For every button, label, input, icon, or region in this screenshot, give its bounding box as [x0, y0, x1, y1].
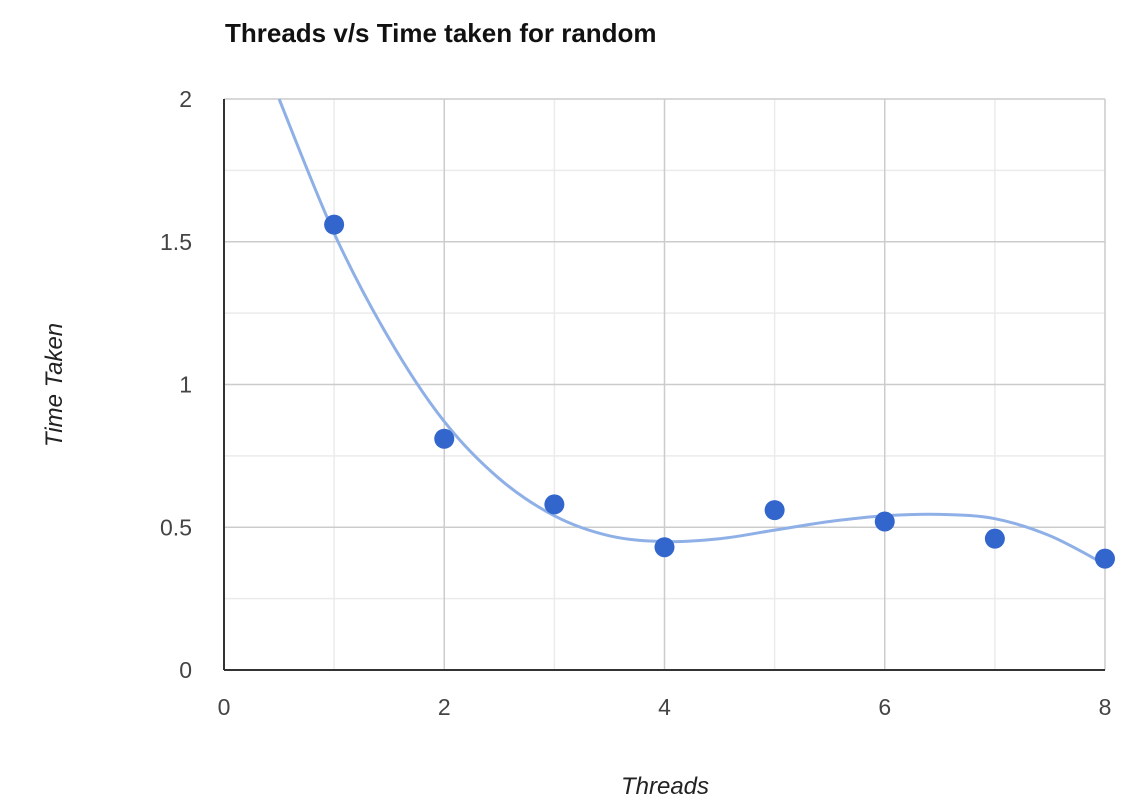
grid-lines [224, 98, 1106, 670]
data-point [764, 500, 785, 521]
data-point [984, 528, 1005, 549]
x-tick-label: 0 [218, 694, 231, 720]
data-point [654, 537, 675, 558]
y-tick-label: 1 [179, 372, 192, 398]
data-point [324, 214, 345, 235]
x-tick-label: 4 [658, 694, 671, 720]
y-tick-label: 2 [179, 86, 192, 112]
y-tick-label: 0 [179, 657, 192, 683]
x-tick-label: 8 [1099, 694, 1112, 720]
x-axis-label: Threads [621, 773, 709, 798]
data-point [874, 511, 895, 532]
data-point [1095, 548, 1115, 569]
chart-title: Threads v/s Time taken for random [225, 18, 657, 48]
y-axis-label: Time Taken [41, 323, 68, 447]
data-point [544, 494, 565, 515]
y-tick-label: 1.5 [160, 229, 192, 255]
data-points [324, 214, 1115, 569]
x-tick-label: 2 [438, 694, 451, 720]
axes [223, 99, 1105, 671]
trend-line [277, 98, 1106, 566]
x-tick-label: 6 [878, 694, 891, 720]
data-point [434, 428, 455, 449]
tick-labels: 0 2 4 6 8 0 0.5 1 1.5 2 [160, 86, 1111, 720]
y-tick-label: 0.5 [160, 514, 192, 540]
